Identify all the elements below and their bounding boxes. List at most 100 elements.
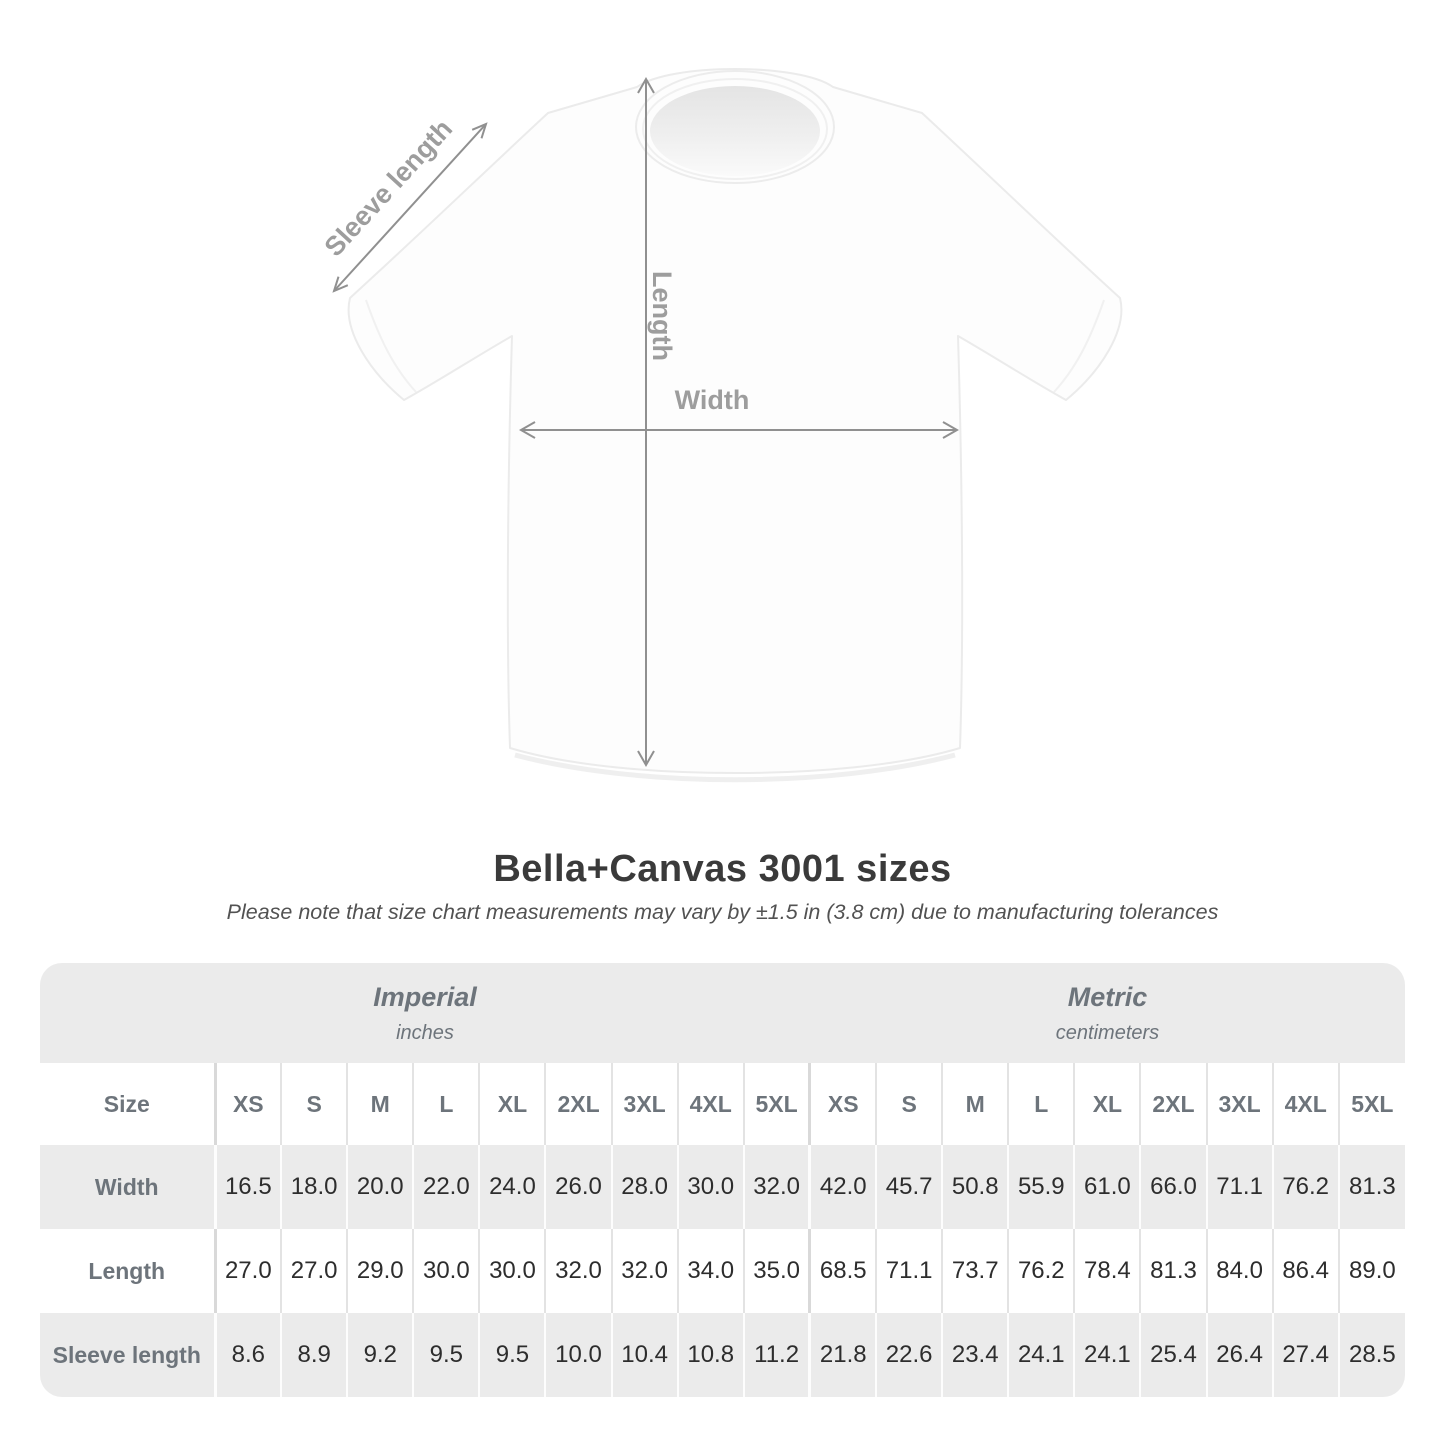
value-cell: 9.5	[412, 1313, 480, 1397]
value-cell: 10.4	[610, 1313, 678, 1397]
value-cell: 8.6	[213, 1313, 282, 1397]
tshirt-graphic	[347, 68, 1123, 774]
unit-group-row: Imperial inches Metric centimeters	[40, 963, 1405, 1063]
value-cell: 28.5	[1337, 1313, 1405, 1397]
table-row: Sleeve length 8.6 8.9 9.2 9.5 9.5 10.0 10.4 10.8…	[40, 1313, 1405, 1397]
value-cell: 18.0	[280, 1145, 348, 1229]
value-cell: 71.1	[875, 1229, 943, 1313]
value-cell: 71.1	[1205, 1145, 1273, 1229]
value-cell: 32.0	[610, 1229, 678, 1313]
value-cell: 9.2	[346, 1313, 414, 1397]
value-cell: 24.0	[478, 1145, 546, 1229]
value-cell: 20.0	[346, 1145, 414, 1229]
tshirt-diagram: Width Length Sleeve length	[319, 68, 1123, 783]
value-cell: 89.0	[1337, 1229, 1405, 1313]
size-col-metric-3xl: 3XL	[1205, 1063, 1273, 1145]
imperial-group-header: Imperial inches	[40, 963, 810, 1063]
value-cell: 28.0	[610, 1145, 678, 1229]
metric-group-label: Metric	[1067, 981, 1148, 1012]
value-cell: 22.0	[412, 1145, 480, 1229]
size-col-metric-l: L	[1007, 1063, 1075, 1145]
value-cell: 34.0	[676, 1229, 744, 1313]
size-table: Imperial inches Metric centimeters Size …	[40, 963, 1405, 1397]
table-row: Width 16.5 18.0 20.0 22.0 24.0 26.0 28.0 30.0 32.…	[40, 1145, 1405, 1229]
page-title: Bella+Canvas 3001 sizes	[493, 848, 952, 890]
length-arrow	[637, 76, 655, 768]
width-label: Width	[675, 385, 750, 415]
size-col-metric-5xl: 5XL	[1337, 1063, 1405, 1145]
left-cuff-seam	[365, 299, 417, 393]
value-cell: 26.4	[1205, 1313, 1273, 1397]
value-cell: 24.1	[1073, 1313, 1141, 1397]
value-cell: 81.3	[1139, 1229, 1207, 1313]
size-col-metric-s: S	[875, 1063, 943, 1145]
value-cell: 32.0	[742, 1145, 810, 1229]
value-cell: 68.5	[808, 1229, 877, 1313]
value-cell: 55.9	[1007, 1145, 1075, 1229]
value-cell: 27.4	[1271, 1313, 1339, 1397]
value-cell: 61.0	[1073, 1145, 1141, 1229]
width-arrow	[518, 421, 960, 439]
size-col-imperial-m: M	[346, 1063, 414, 1145]
value-cell: 10.0	[544, 1313, 612, 1397]
value-cell: 27.0	[280, 1229, 348, 1313]
value-cell: 10.8	[676, 1313, 744, 1397]
size-col-imperial-xs: XS	[213, 1063, 282, 1145]
value-cell: 8.9	[280, 1313, 348, 1397]
length-label: Length	[647, 271, 677, 361]
table-row: Length 27.0 27.0 29.0 30.0 30.0 32.0 32.0 34.0 35…	[40, 1229, 1405, 1313]
value-cell: 32.0	[544, 1229, 612, 1313]
row-label: Sleeve length	[52, 1341, 201, 1368]
size-col-metric-m: M	[941, 1063, 1009, 1145]
value-cell: 45.7	[875, 1145, 943, 1229]
size-col-imperial-xl: XL	[478, 1063, 546, 1145]
value-cell: 24.1	[1007, 1313, 1075, 1397]
value-cell: 73.7	[941, 1229, 1009, 1313]
value-cell: 30.0	[412, 1229, 480, 1313]
value-cell: 81.3	[1337, 1145, 1405, 1229]
value-cell: 23.4	[941, 1313, 1009, 1397]
size-col-metric-xs: XS	[808, 1063, 877, 1145]
value-cell: 30.0	[478, 1229, 546, 1313]
size-col-imperial-5xl: 5XL	[742, 1063, 810, 1145]
value-cell: 29.0	[346, 1229, 414, 1313]
size-col-imperial-2xl: 2XL	[544, 1063, 612, 1145]
value-cell: 66.0	[1139, 1145, 1207, 1229]
value-cell: 78.4	[1073, 1229, 1141, 1313]
value-cell: 76.2	[1007, 1229, 1075, 1313]
value-cell: 30.0	[676, 1145, 744, 1229]
tolerance-note: Please note that size chart measurements…	[226, 900, 1219, 924]
metric-group-sublabel: centimeters	[1055, 1021, 1160, 1044]
value-cell: 25.4	[1139, 1313, 1207, 1397]
tshirt-collar-opening	[650, 86, 820, 176]
tshirt-collar-band	[642, 78, 828, 180]
value-cell: 27.0	[213, 1229, 282, 1313]
row-label: Length	[88, 1257, 166, 1284]
imperial-group-sublabel: inches	[396, 1021, 454, 1044]
sleeve-length-arrow	[332, 122, 488, 293]
value-cell: 16.5	[213, 1145, 282, 1229]
value-cell: 42.0	[808, 1145, 877, 1229]
size-col-imperial-4xl: 4XL	[676, 1063, 744, 1145]
metric-group-header: Metric centimeters	[809, 963, 1405, 1063]
size-header-row: Size XS S M L XL 2XL 3XL 4XL 5XL XS S M L XL 2XL 3XL 4XL…	[40, 1063, 1405, 1145]
size-col-metric-2xl: 2XL	[1139, 1063, 1207, 1145]
imperial-group-label: Imperial	[373, 981, 477, 1012]
size-col-metric-xl: XL	[1073, 1063, 1141, 1145]
value-cell: 22.6	[875, 1313, 943, 1397]
size-table-grid: Imperial inches Metric centimeters Size …	[40, 963, 1405, 1397]
value-cell: 76.2	[1271, 1145, 1339, 1229]
value-cell: 84.0	[1205, 1229, 1273, 1313]
size-col-imperial-l: L	[412, 1063, 480, 1145]
tshirt-hem-shadow	[514, 752, 956, 783]
size-col-imperial-3xl: 3XL	[610, 1063, 678, 1145]
value-cell: 26.0	[544, 1145, 612, 1229]
value-cell: 9.5	[478, 1313, 546, 1397]
value-cell: 35.0	[742, 1229, 810, 1313]
size-col-imperial-s: S	[280, 1063, 348, 1145]
row-label: Width	[94, 1173, 159, 1200]
size-col-metric-4xl: 4XL	[1271, 1063, 1339, 1145]
value-cell: 11.2	[742, 1313, 810, 1397]
value-cell: 50.8	[941, 1145, 1009, 1229]
